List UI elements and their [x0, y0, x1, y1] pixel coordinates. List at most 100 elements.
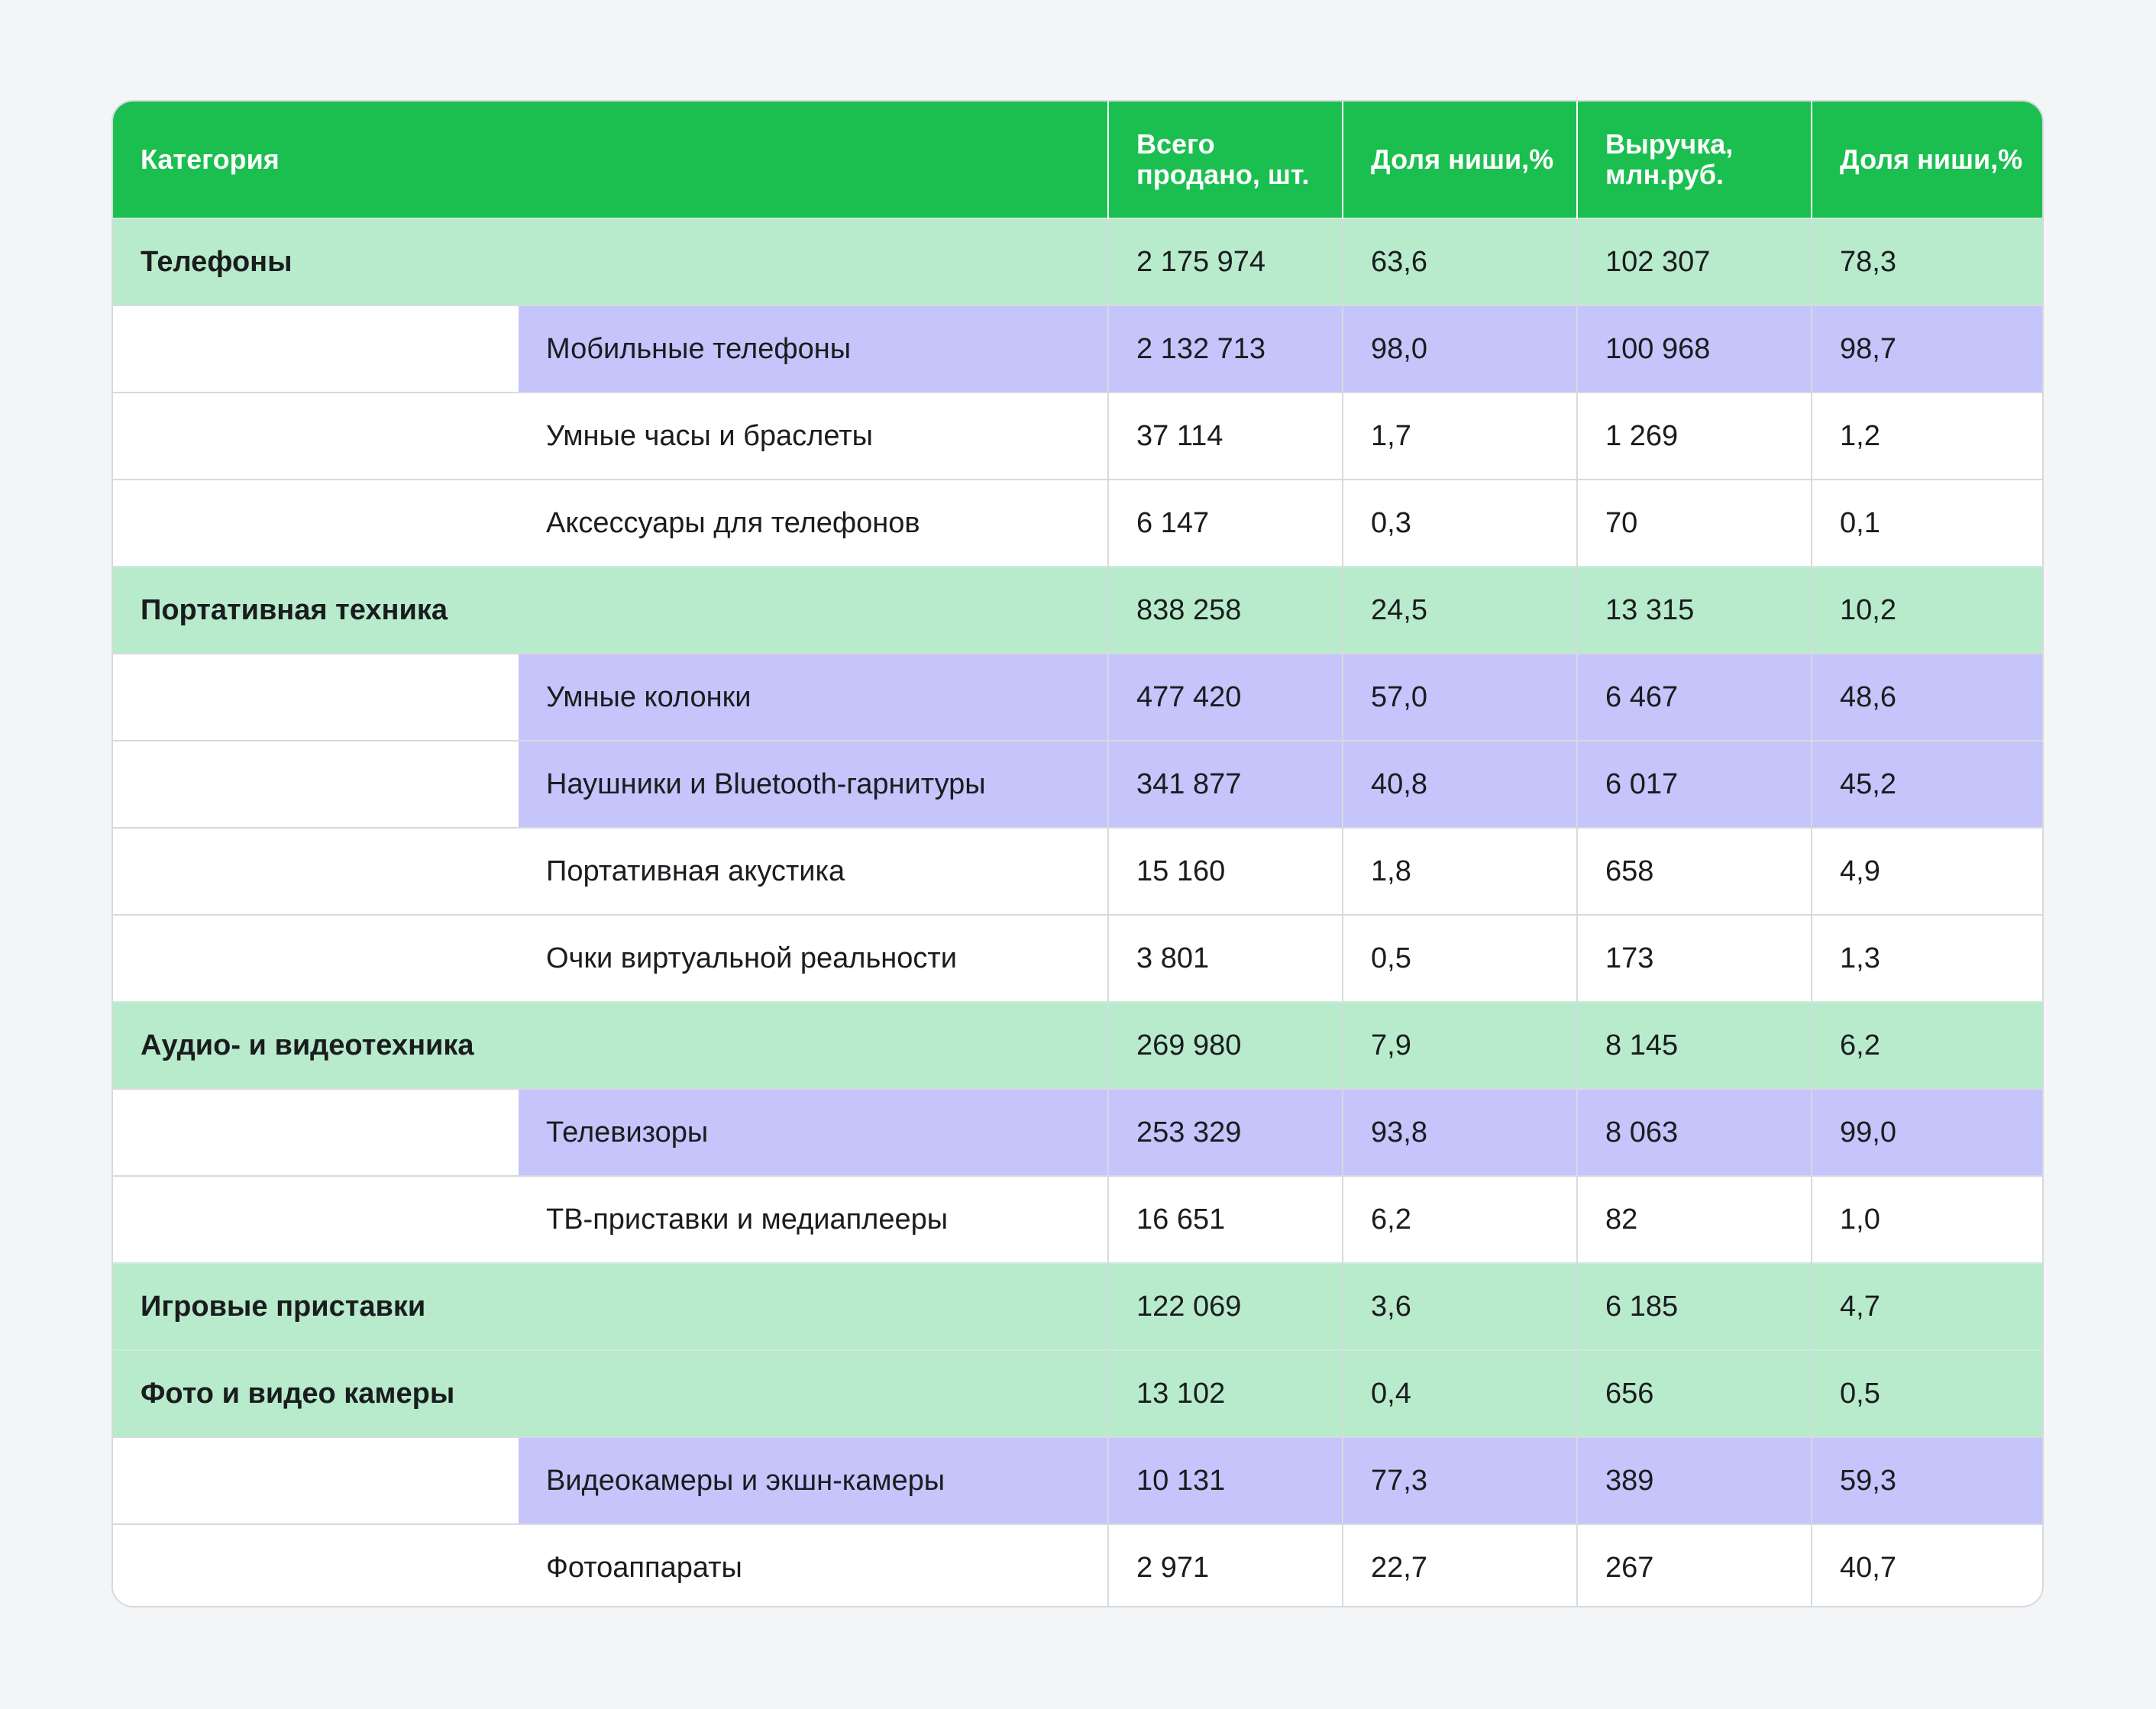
revenue-cell: 102 307	[1576, 218, 1812, 305]
revenue-cell: 8 063	[1576, 1088, 1812, 1176]
indent-cell	[113, 392, 519, 480]
indent-cell	[113, 1436, 519, 1524]
category-name-cell: Игровые приставки	[113, 1262, 1109, 1350]
niche-share-revenue-cell: 10,2	[1811, 566, 2042, 654]
subcategory-name-cell: Портативная акустика	[519, 827, 1109, 915]
niche-share-units-cell: 0,4	[1342, 1349, 1578, 1437]
category-row: Портативная техника 838 258 24,5 13 315 10,2	[113, 566, 2042, 654]
category-row: Фото и видео камеры 13 102 0,4 656 0,5	[113, 1349, 2042, 1437]
category-name-cell: Фото и видео камеры	[113, 1349, 1109, 1437]
niche-share-revenue-cell: 59,3	[1811, 1436, 2042, 1524]
total-sold-cell: 15 160	[1107, 827, 1343, 915]
total-sold-cell: 13 102	[1107, 1349, 1343, 1437]
subcategory-name-cell: Телевизоры	[519, 1088, 1109, 1176]
header-category: Категория	[113, 102, 1109, 218]
sales-table: Категория Всего продано, шт. Доля ниши,%…	[113, 102, 2042, 1606]
subcategory-row: Фотоаппараты 2 971 22,7 267 40,7	[113, 1523, 2042, 1606]
niche-share-revenue-cell: 4,9	[1811, 827, 2042, 915]
indent-cell	[113, 1088, 519, 1176]
niche-share-revenue-cell: 98,7	[1811, 305, 2042, 393]
total-sold-cell: 122 069	[1107, 1262, 1343, 1350]
niche-share-revenue-cell: 45,2	[1811, 740, 2042, 828]
niche-share-revenue-cell: 4,7	[1811, 1262, 2042, 1350]
total-sold-cell: 838 258	[1107, 566, 1343, 654]
niche-share-units-cell: 1,8	[1342, 827, 1578, 915]
niche-share-revenue-cell: 6,2	[1811, 1001, 2042, 1089]
total-sold-cell: 3 801	[1107, 914, 1343, 1002]
total-sold-cell: 6 147	[1107, 479, 1343, 567]
indent-cell	[113, 305, 519, 393]
subcategory-row: Мобильные телефоны 2 132 713 98,0 100 968 98…	[113, 305, 2042, 393]
subcategory-row: Телевизоры 253 329 93,8 8 063 99,0	[113, 1088, 2042, 1176]
subcategory-name-cell: Умные часы и браслеты	[519, 392, 1109, 480]
revenue-cell: 6 467	[1576, 653, 1812, 741]
total-sold-cell: 37 114	[1107, 392, 1343, 480]
subcategory-row: Видеокамеры и экшн-камеры 10 131 77,3 389 59…	[113, 1436, 2042, 1524]
total-sold-cell: 2 971	[1107, 1523, 1343, 1606]
revenue-cell: 1 269	[1576, 392, 1812, 480]
subcategory-name-cell: Очки виртуальной реальности	[519, 914, 1109, 1002]
niche-share-revenue-cell: 1,0	[1811, 1175, 2042, 1263]
niche-share-units-cell: 93,8	[1342, 1088, 1578, 1176]
indent-cell	[113, 479, 519, 567]
subcategory-name-cell: Аксессуары для телефонов	[519, 479, 1109, 567]
subcategory-name-cell: Наушники и Bluetooth-гарнитуры	[519, 740, 1109, 828]
header-niche-share-units: Доля ниши,%	[1342, 102, 1578, 218]
table-body: Телефоны 2 175 974 63,6 102 307 78,3 Мобильны…	[113, 218, 2042, 1606]
niche-share-revenue-cell: 0,5	[1811, 1349, 2042, 1437]
subcategory-row: Очки виртуальной реальности 3 801 0,5 173 1,…	[113, 914, 2042, 1002]
niche-share-units-cell: 24,5	[1342, 566, 1578, 654]
category-row: Аудио- и видеотехника 269 980 7,9 8 145 6,2	[113, 1001, 2042, 1089]
revenue-cell: 13 315	[1576, 566, 1812, 654]
niche-share-units-cell: 57,0	[1342, 653, 1578, 741]
niche-share-units-cell: 0,3	[1342, 479, 1578, 567]
total-sold-cell: 2 175 974	[1107, 218, 1343, 305]
niche-share-revenue-cell: 99,0	[1811, 1088, 2042, 1176]
niche-share-units-cell: 0,5	[1342, 914, 1578, 1002]
subcategory-row: Наушники и Bluetooth-гарнитуры 341 877 40,…	[113, 740, 2042, 828]
niche-share-revenue-cell: 48,6	[1811, 653, 2042, 741]
niche-share-revenue-cell: 40,7	[1811, 1523, 2042, 1606]
category-row: Телефоны 2 175 974 63,6 102 307 78,3	[113, 218, 2042, 305]
revenue-cell: 8 145	[1576, 1001, 1812, 1089]
niche-share-revenue-cell: 1,3	[1811, 914, 2042, 1002]
indent-cell	[113, 914, 519, 1002]
total-sold-cell: 269 980	[1107, 1001, 1343, 1089]
subcategory-name-cell: Умные колонки	[519, 653, 1109, 741]
subcategory-row: Аксессуары для телефонов 6 147 0,3 70 0,1	[113, 479, 2042, 567]
niche-share-units-cell: 1,7	[1342, 392, 1578, 480]
subcategory-name-cell: ТВ-приставки и медиаплееры	[519, 1175, 1109, 1263]
sales-table-card: Категория Всего продано, шт. Доля ниши,%…	[112, 100, 2044, 1607]
indent-cell	[113, 827, 519, 915]
header-row: Категория Всего продано, шт. Доля ниши,%…	[113, 102, 2042, 218]
revenue-cell: 267	[1576, 1523, 1812, 1606]
category-row: Игровые приставки 122 069 3,6 6 185 4,7	[113, 1262, 2042, 1350]
header-revenue: Выручка, млн.руб.	[1576, 102, 1812, 218]
niche-share-revenue-cell: 0,1	[1811, 479, 2042, 567]
niche-share-units-cell: 63,6	[1342, 218, 1578, 305]
indent-cell	[113, 1175, 519, 1263]
revenue-cell: 6 017	[1576, 740, 1812, 828]
total-sold-cell: 2 132 713	[1107, 305, 1343, 393]
indent-cell	[113, 1523, 519, 1606]
niche-share-units-cell: 7,9	[1342, 1001, 1578, 1089]
indent-cell	[113, 653, 519, 741]
subcategory-row: Портативная акустика 15 160 1,8 658 4,9	[113, 827, 2042, 915]
table-header: Категория Всего продано, шт. Доля ниши,%…	[113, 102, 2042, 218]
revenue-cell: 100 968	[1576, 305, 1812, 393]
total-sold-cell: 16 651	[1107, 1175, 1343, 1263]
total-sold-cell: 477 420	[1107, 653, 1343, 741]
niche-share-units-cell: 98,0	[1342, 305, 1578, 393]
niche-share-revenue-cell: 78,3	[1811, 218, 2042, 305]
total-sold-cell: 253 329	[1107, 1088, 1343, 1176]
subcategory-row: Умные часы и браслеты 37 114 1,7 1 269 1,2	[113, 392, 2042, 480]
revenue-cell: 70	[1576, 479, 1812, 567]
subcategory-name-cell: Фотоаппараты	[519, 1523, 1109, 1606]
subcategory-name-cell: Мобильные телефоны	[519, 305, 1109, 393]
revenue-cell: 6 185	[1576, 1262, 1812, 1350]
niche-share-units-cell: 6,2	[1342, 1175, 1578, 1263]
header-total-sold: Всего продано, шт.	[1107, 102, 1343, 218]
niche-share-units-cell: 3,6	[1342, 1262, 1578, 1350]
indent-cell	[113, 740, 519, 828]
revenue-cell: 173	[1576, 914, 1812, 1002]
